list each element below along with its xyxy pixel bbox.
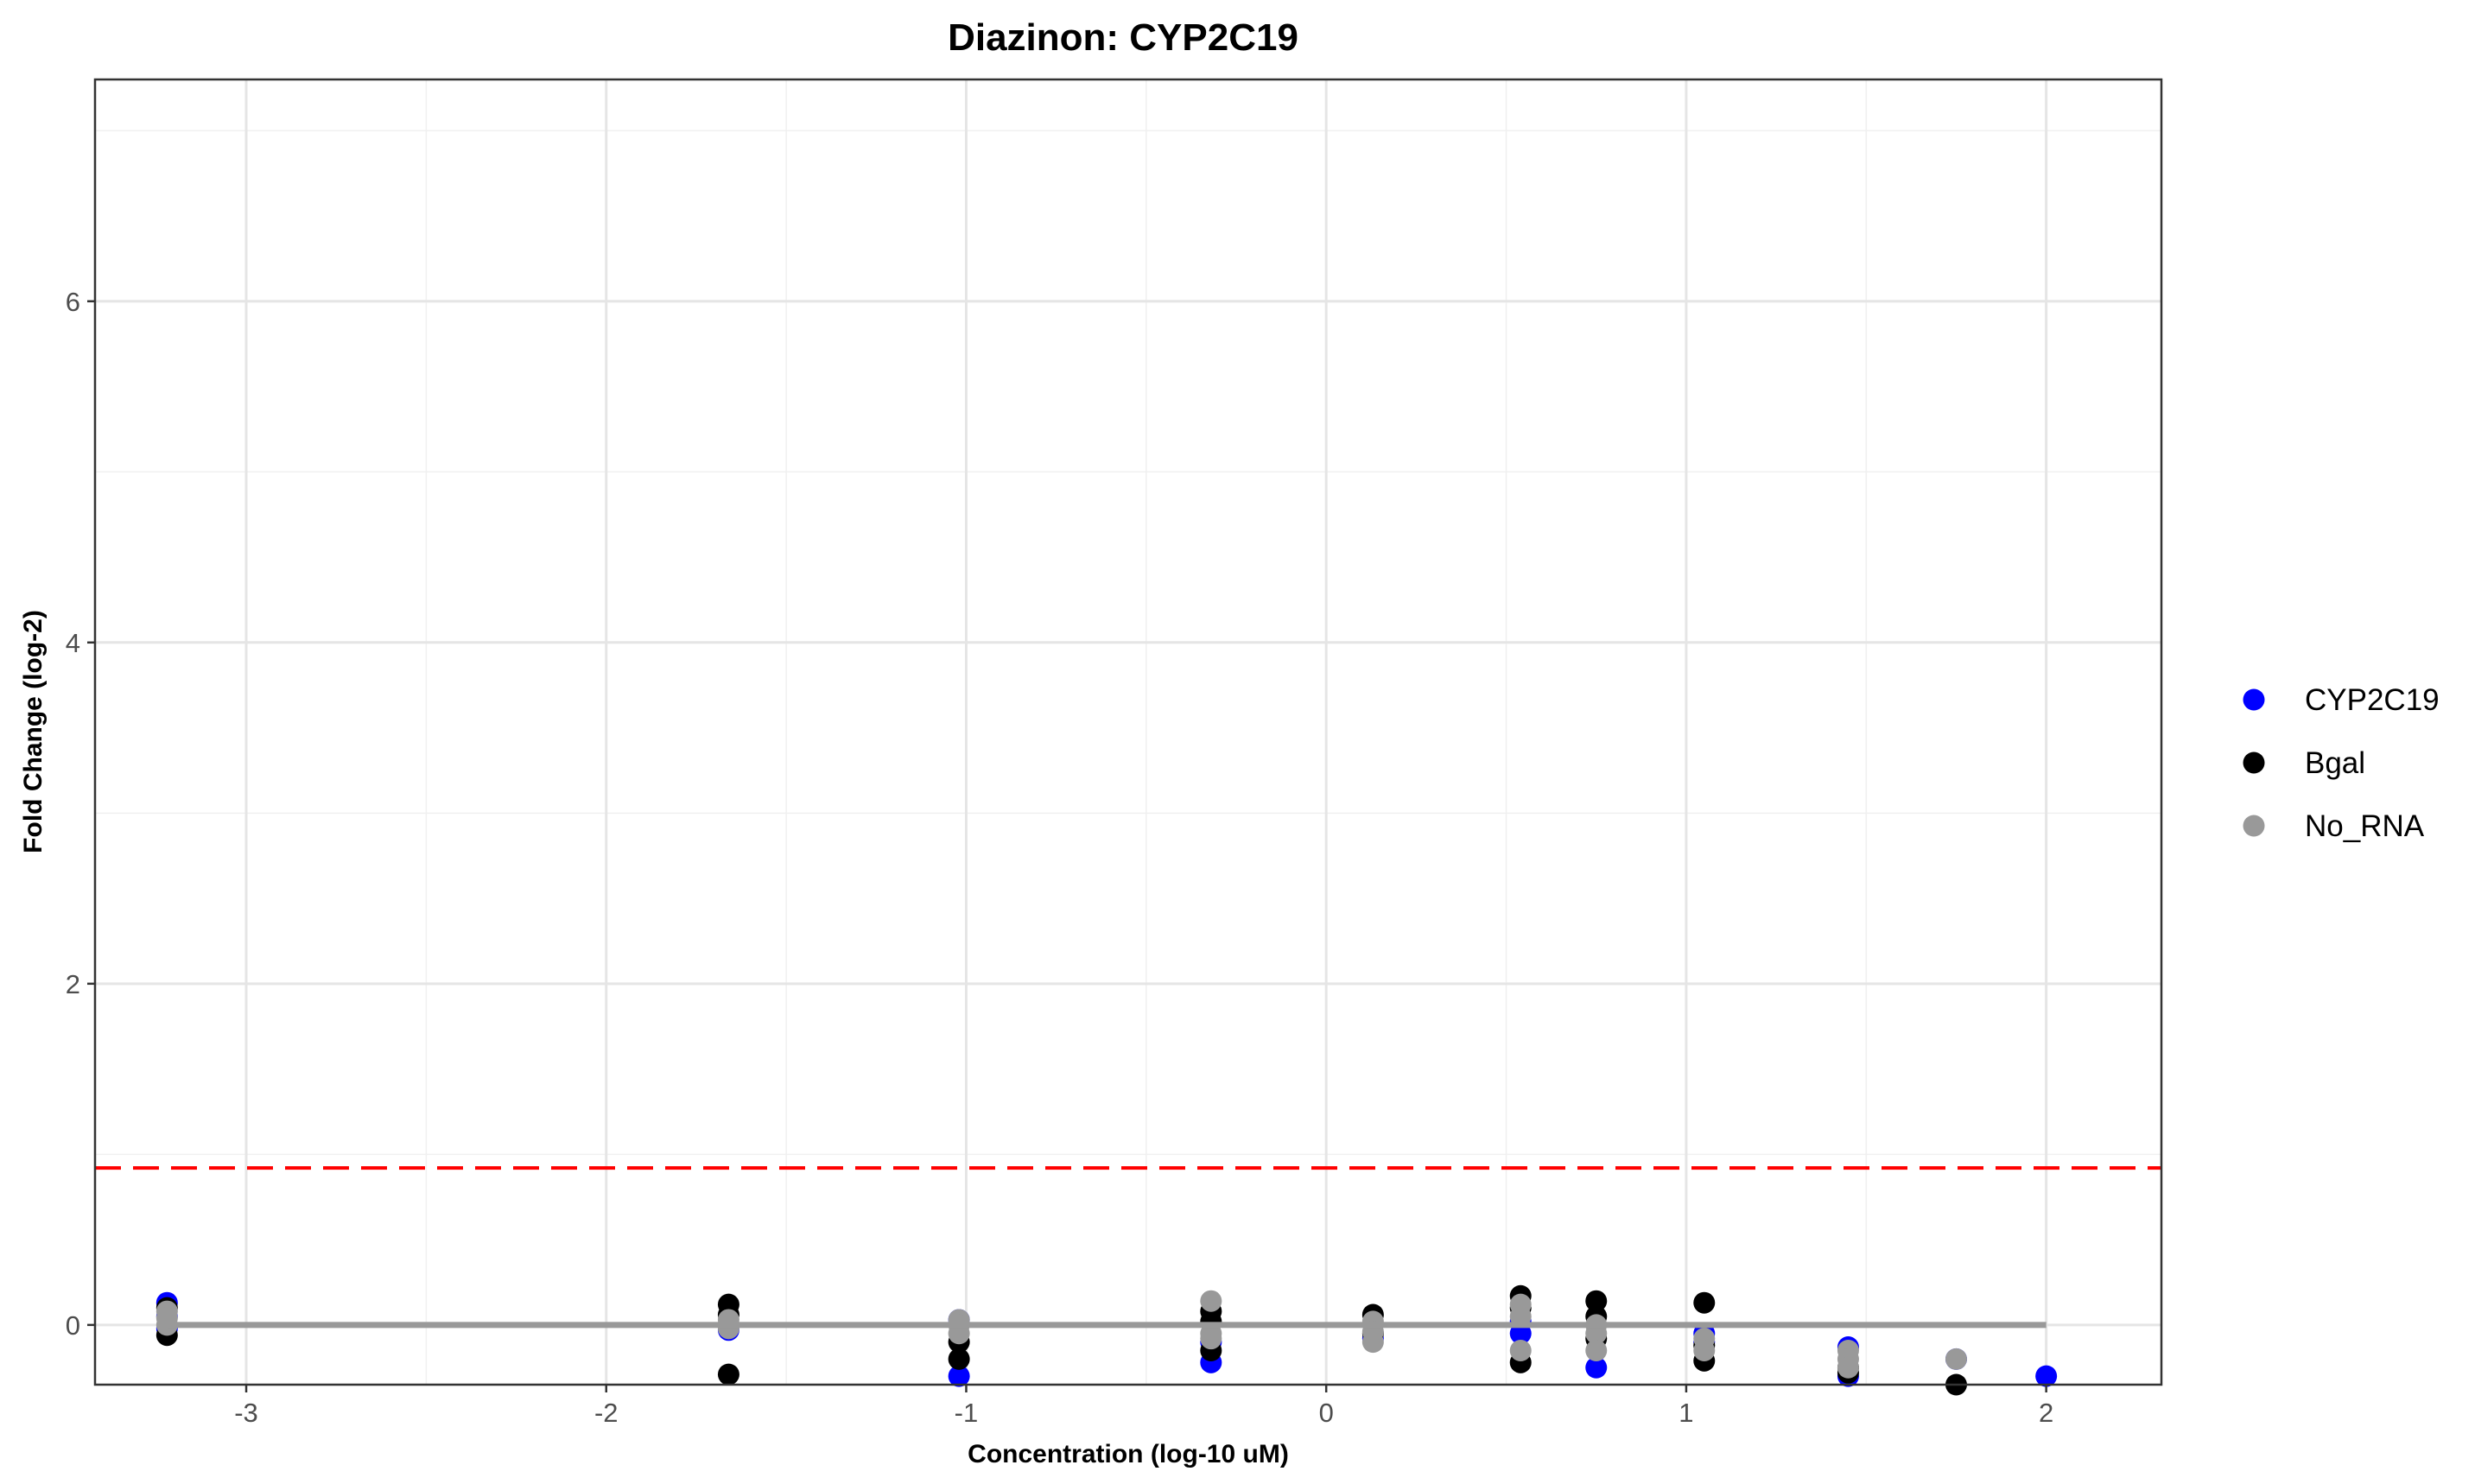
plot-border (93, 78, 2163, 1386)
data-point (1585, 1356, 1608, 1379)
x-tick-label: 0 (1319, 1398, 1334, 1428)
data-point (1200, 1322, 1222, 1345)
y-tick-label: 0 (66, 1310, 80, 1341)
y-tick-label: 4 (66, 628, 80, 658)
data-point (1585, 1290, 1608, 1312)
legend-label: CYP2C19 (2305, 683, 2440, 717)
data-point (1693, 1339, 1716, 1361)
x-tick-label: -3 (234, 1398, 258, 1428)
data-point (1509, 1339, 1532, 1361)
data-point (1585, 1339, 1608, 1361)
data-point (948, 1348, 970, 1370)
data-point (1693, 1291, 1716, 1314)
legend-key (2243, 815, 2265, 837)
legend-key (2243, 752, 2265, 774)
chart-title: Diazinon: CYP2C19 (948, 16, 1298, 59)
data-point (1509, 1305, 1532, 1328)
legend-label: Bgal (2305, 746, 2365, 780)
y-axis-title: Fold Change (log-2) (19, 610, 48, 853)
data-point (717, 1317, 739, 1340)
x-tick-label: 2 (2039, 1398, 2053, 1428)
legend: CYP2C19 Bgal No_RNA (2243, 683, 2440, 843)
data-point (1837, 1356, 1859, 1379)
y-tick-label: 2 (66, 969, 80, 999)
x-axis-title: Concentration (log-10 uM) (968, 1440, 1289, 1468)
legend-label: No_RNA (2305, 809, 2425, 843)
x-tick-label: -2 (594, 1398, 619, 1428)
y-axis: 0 2 4 6 (66, 287, 95, 1341)
data-point (2035, 1365, 2058, 1387)
data-points (155, 1284, 2058, 1396)
data-point (717, 1363, 739, 1386)
x-axis: -3 -2 -1 0 1 2 (234, 1385, 2053, 1428)
plot-panel (95, 79, 2161, 1385)
data-point (1200, 1290, 1222, 1312)
y-tick-label: 6 (66, 287, 80, 317)
x-tick-label: -1 (955, 1398, 979, 1428)
legend-key (2243, 688, 2265, 711)
data-point (948, 1365, 970, 1387)
grid (95, 79, 2161, 1385)
data-point (1945, 1348, 1967, 1370)
x-tick-label: 1 (1679, 1398, 1693, 1428)
